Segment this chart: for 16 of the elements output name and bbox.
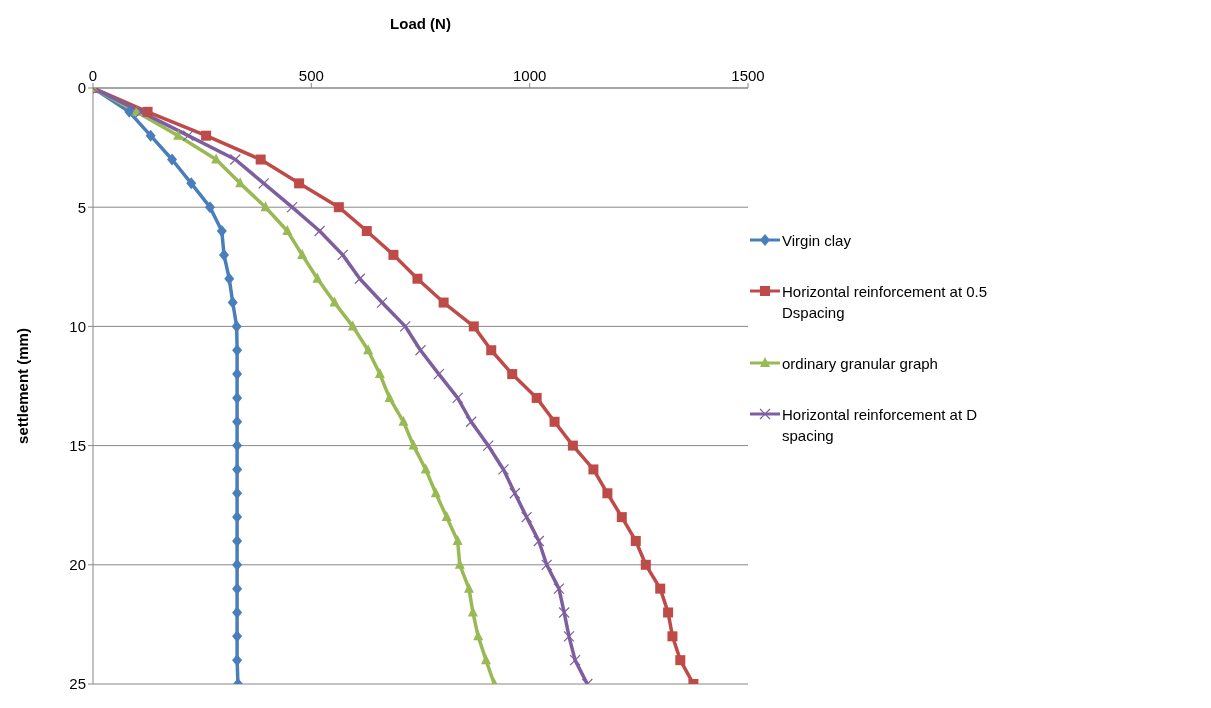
x-axis-title: Load (N) <box>390 14 451 32</box>
x-tick-label: 1000 <box>512 67 547 84</box>
y-tick-label: 20 <box>69 556 86 574</box>
x-tick-label: 0 <box>88 67 98 84</box>
y-tick-label: 25 <box>69 675 86 693</box>
legend-label: Horizontal reinforcement at D spacing <box>782 405 979 446</box>
y-axis-title: settlement (mm) <box>14 328 32 444</box>
legend-label: ordinary granular graph <box>782 354 939 374</box>
legend-label: Horizontal reinforcement at 0.5 Dspacing <box>782 282 989 323</box>
y-tick-label: 10 <box>69 317 86 335</box>
y-tick-label: 5 <box>77 198 86 216</box>
x-tick-label: 1500 <box>731 67 765 84</box>
y-tick-label: 15 <box>69 436 86 454</box>
legend-label: Virgin clay <box>782 231 852 251</box>
y-tick-label: 0 <box>77 79 86 97</box>
x-tick-label: 500 <box>298 67 324 84</box>
